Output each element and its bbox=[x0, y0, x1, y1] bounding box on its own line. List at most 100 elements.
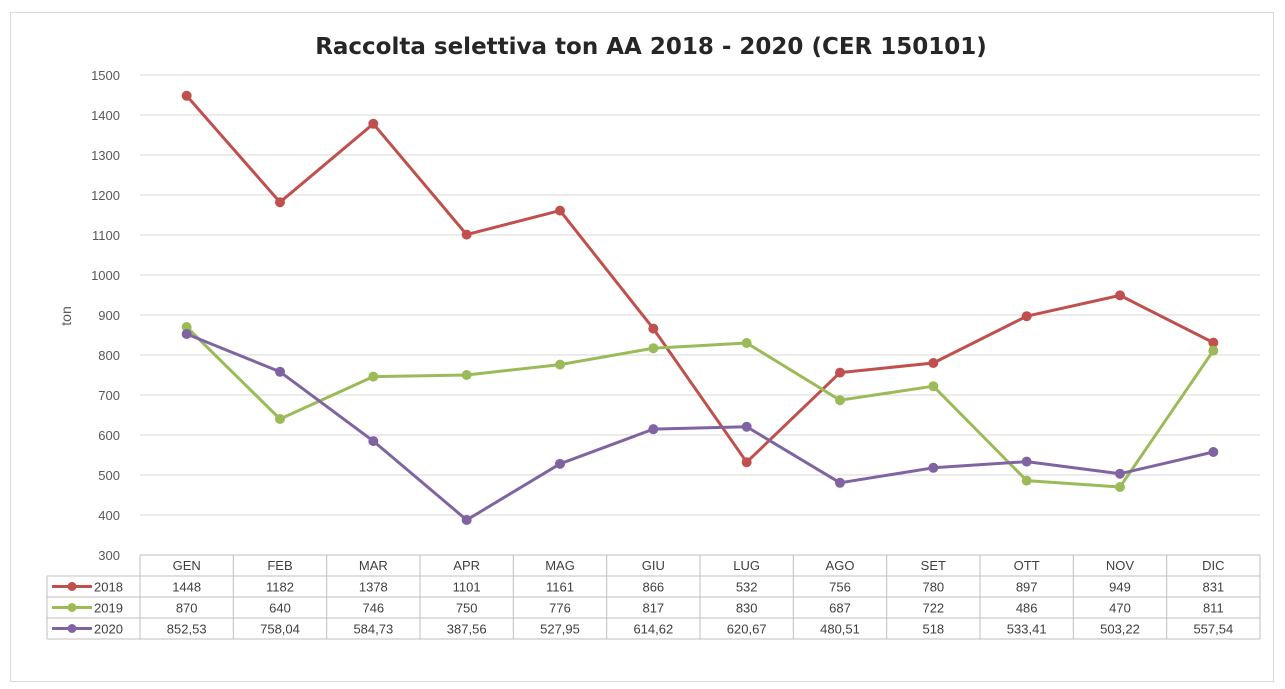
data-point-2020 bbox=[181, 328, 192, 339]
data-label: 1182 bbox=[266, 580, 294, 595]
data-point-2020 bbox=[835, 477, 845, 488]
data-label: 722 bbox=[922, 601, 944, 616]
y-tick-label: 1300 bbox=[91, 148, 120, 163]
data-point-2018 bbox=[741, 457, 752, 468]
data-label: 532 bbox=[736, 580, 758, 595]
x-tick-label: OTT bbox=[1014, 558, 1040, 573]
data-label: 687 bbox=[829, 601, 851, 616]
data-label: 949 bbox=[1109, 580, 1131, 595]
series-line-2020 bbox=[186, 332, 1214, 522]
data-point-2018 bbox=[181, 90, 192, 101]
y-tick-label: 1400 bbox=[91, 108, 120, 123]
data-label: 817 bbox=[642, 601, 664, 616]
y-tick-label: 400 bbox=[98, 508, 120, 523]
data-point-2018 bbox=[648, 323, 659, 334]
data-point-2020 bbox=[928, 462, 939, 473]
data-table: GEN FEB MAR APR MAG GIU LUG AGO SET OTT NOV DIC 2018… bbox=[46, 554, 1261, 640]
data-label: 387,56 bbox=[447, 622, 487, 637]
data-label: 584,73 bbox=[353, 622, 393, 637]
data-label: 620,67 bbox=[727, 622, 767, 637]
legend-label-2020: 2020 bbox=[94, 622, 123, 637]
data-point-2018 bbox=[275, 197, 285, 208]
data-label: 776 bbox=[549, 601, 571, 616]
data-label: 486 bbox=[1016, 601, 1038, 616]
data-point-2018 bbox=[461, 229, 472, 240]
data-point-2019 bbox=[555, 359, 565, 370]
y-axis-ticks: 300 400 500 600 700 800 900 1000 1100 1200 1300 140… bbox=[91, 68, 120, 563]
x-tick-label: GEN bbox=[173, 558, 201, 573]
data-label: 830 bbox=[736, 601, 758, 616]
data-point-2019 bbox=[368, 371, 379, 382]
data-label: 518 bbox=[922, 622, 944, 637]
series-line-2019 bbox=[185, 325, 1215, 489]
y-axis-label: ton bbox=[58, 306, 74, 325]
data-label: 852,53 bbox=[167, 622, 207, 637]
data-label: 756 bbox=[829, 580, 851, 595]
x-tick-label: LUG bbox=[733, 558, 760, 573]
x-tick-label: GIU bbox=[642, 558, 665, 573]
data-point-2019 bbox=[1021, 475, 1032, 486]
y-tick-label: 900 bbox=[98, 308, 120, 323]
data-label: 503,22 bbox=[1100, 622, 1140, 637]
data-point-2018 bbox=[1115, 290, 1125, 301]
y-tick-label: 1200 bbox=[91, 188, 120, 203]
data-point-2020 bbox=[461, 514, 472, 525]
data-point-2018 bbox=[928, 358, 939, 368]
data-point-2019 bbox=[741, 338, 752, 348]
chart-title: Raccolta selettiva ton AA 2018 - 2020 (C… bbox=[315, 34, 987, 60]
data-point-2020 bbox=[741, 421, 752, 432]
data-point-2020 bbox=[1208, 446, 1219, 457]
data-point-2018 bbox=[1021, 311, 1032, 322]
x-tick-label: MAR bbox=[359, 558, 388, 573]
data-label: 831 bbox=[1202, 580, 1224, 595]
data-point-2018 bbox=[1208, 337, 1219, 348]
data-label: 480,51 bbox=[820, 622, 860, 637]
data-label: 866 bbox=[642, 580, 664, 595]
gridlines bbox=[140, 74, 1260, 556]
data-point-2019 bbox=[181, 322, 192, 332]
data-point-2019 bbox=[461, 370, 472, 380]
data-point-2018 bbox=[368, 118, 379, 129]
y-tick-label: 1500 bbox=[91, 68, 120, 83]
data-label: 1378 bbox=[359, 580, 388, 595]
legend-label-2018: 2018 bbox=[94, 580, 123, 595]
y-tick-label: 600 bbox=[98, 428, 120, 443]
data-label: 470 bbox=[1109, 601, 1131, 616]
data-point-2020 bbox=[275, 366, 285, 377]
data-point-2018 bbox=[835, 367, 845, 378]
data-point-2020 bbox=[648, 424, 659, 435]
data-point-2018 bbox=[555, 205, 565, 216]
data-label: 870 bbox=[176, 601, 198, 616]
x-tick-label: APR bbox=[453, 558, 480, 573]
data-label: 758,04 bbox=[260, 622, 300, 637]
x-tick-label: FEB bbox=[267, 558, 292, 573]
data-point-2020 bbox=[1021, 456, 1032, 467]
y-tick-label: 1100 bbox=[92, 228, 120, 243]
legend-marker-2020 bbox=[67, 624, 77, 633]
data-label: 614,62 bbox=[633, 622, 673, 637]
data-point-2019 bbox=[1115, 482, 1125, 492]
series-group bbox=[181, 90, 1219, 525]
y-tick-label: 800 bbox=[98, 348, 120, 363]
data-label: 557,54 bbox=[1193, 622, 1233, 637]
data-point-2020 bbox=[1115, 468, 1125, 479]
data-label: 640 bbox=[269, 601, 291, 616]
y-tick-label: 500 bbox=[98, 468, 120, 483]
data-label: 1448 bbox=[172, 580, 201, 595]
data-point-2020 bbox=[368, 436, 379, 447]
x-tick-label: MAG bbox=[545, 558, 575, 573]
legend-marker-2018 bbox=[67, 582, 77, 591]
data-label: 533,41 bbox=[1007, 622, 1047, 637]
series-line-2018 bbox=[185, 94, 1215, 464]
y-tick-label: 1000 bbox=[91, 268, 120, 283]
data-label: 811 bbox=[1203, 601, 1224, 616]
data-label: 897 bbox=[1016, 580, 1038, 595]
data-point-2019 bbox=[835, 395, 845, 406]
y-tick-label: 300 bbox=[98, 548, 120, 563]
x-tick-label: AGO bbox=[826, 558, 855, 573]
data-point-2019 bbox=[928, 381, 939, 392]
legend-label-2019: 2019 bbox=[94, 601, 123, 616]
x-tick-label: SET bbox=[921, 558, 946, 573]
x-tick-label: DIC bbox=[1202, 558, 1224, 573]
data-point-2020 bbox=[555, 458, 565, 469]
